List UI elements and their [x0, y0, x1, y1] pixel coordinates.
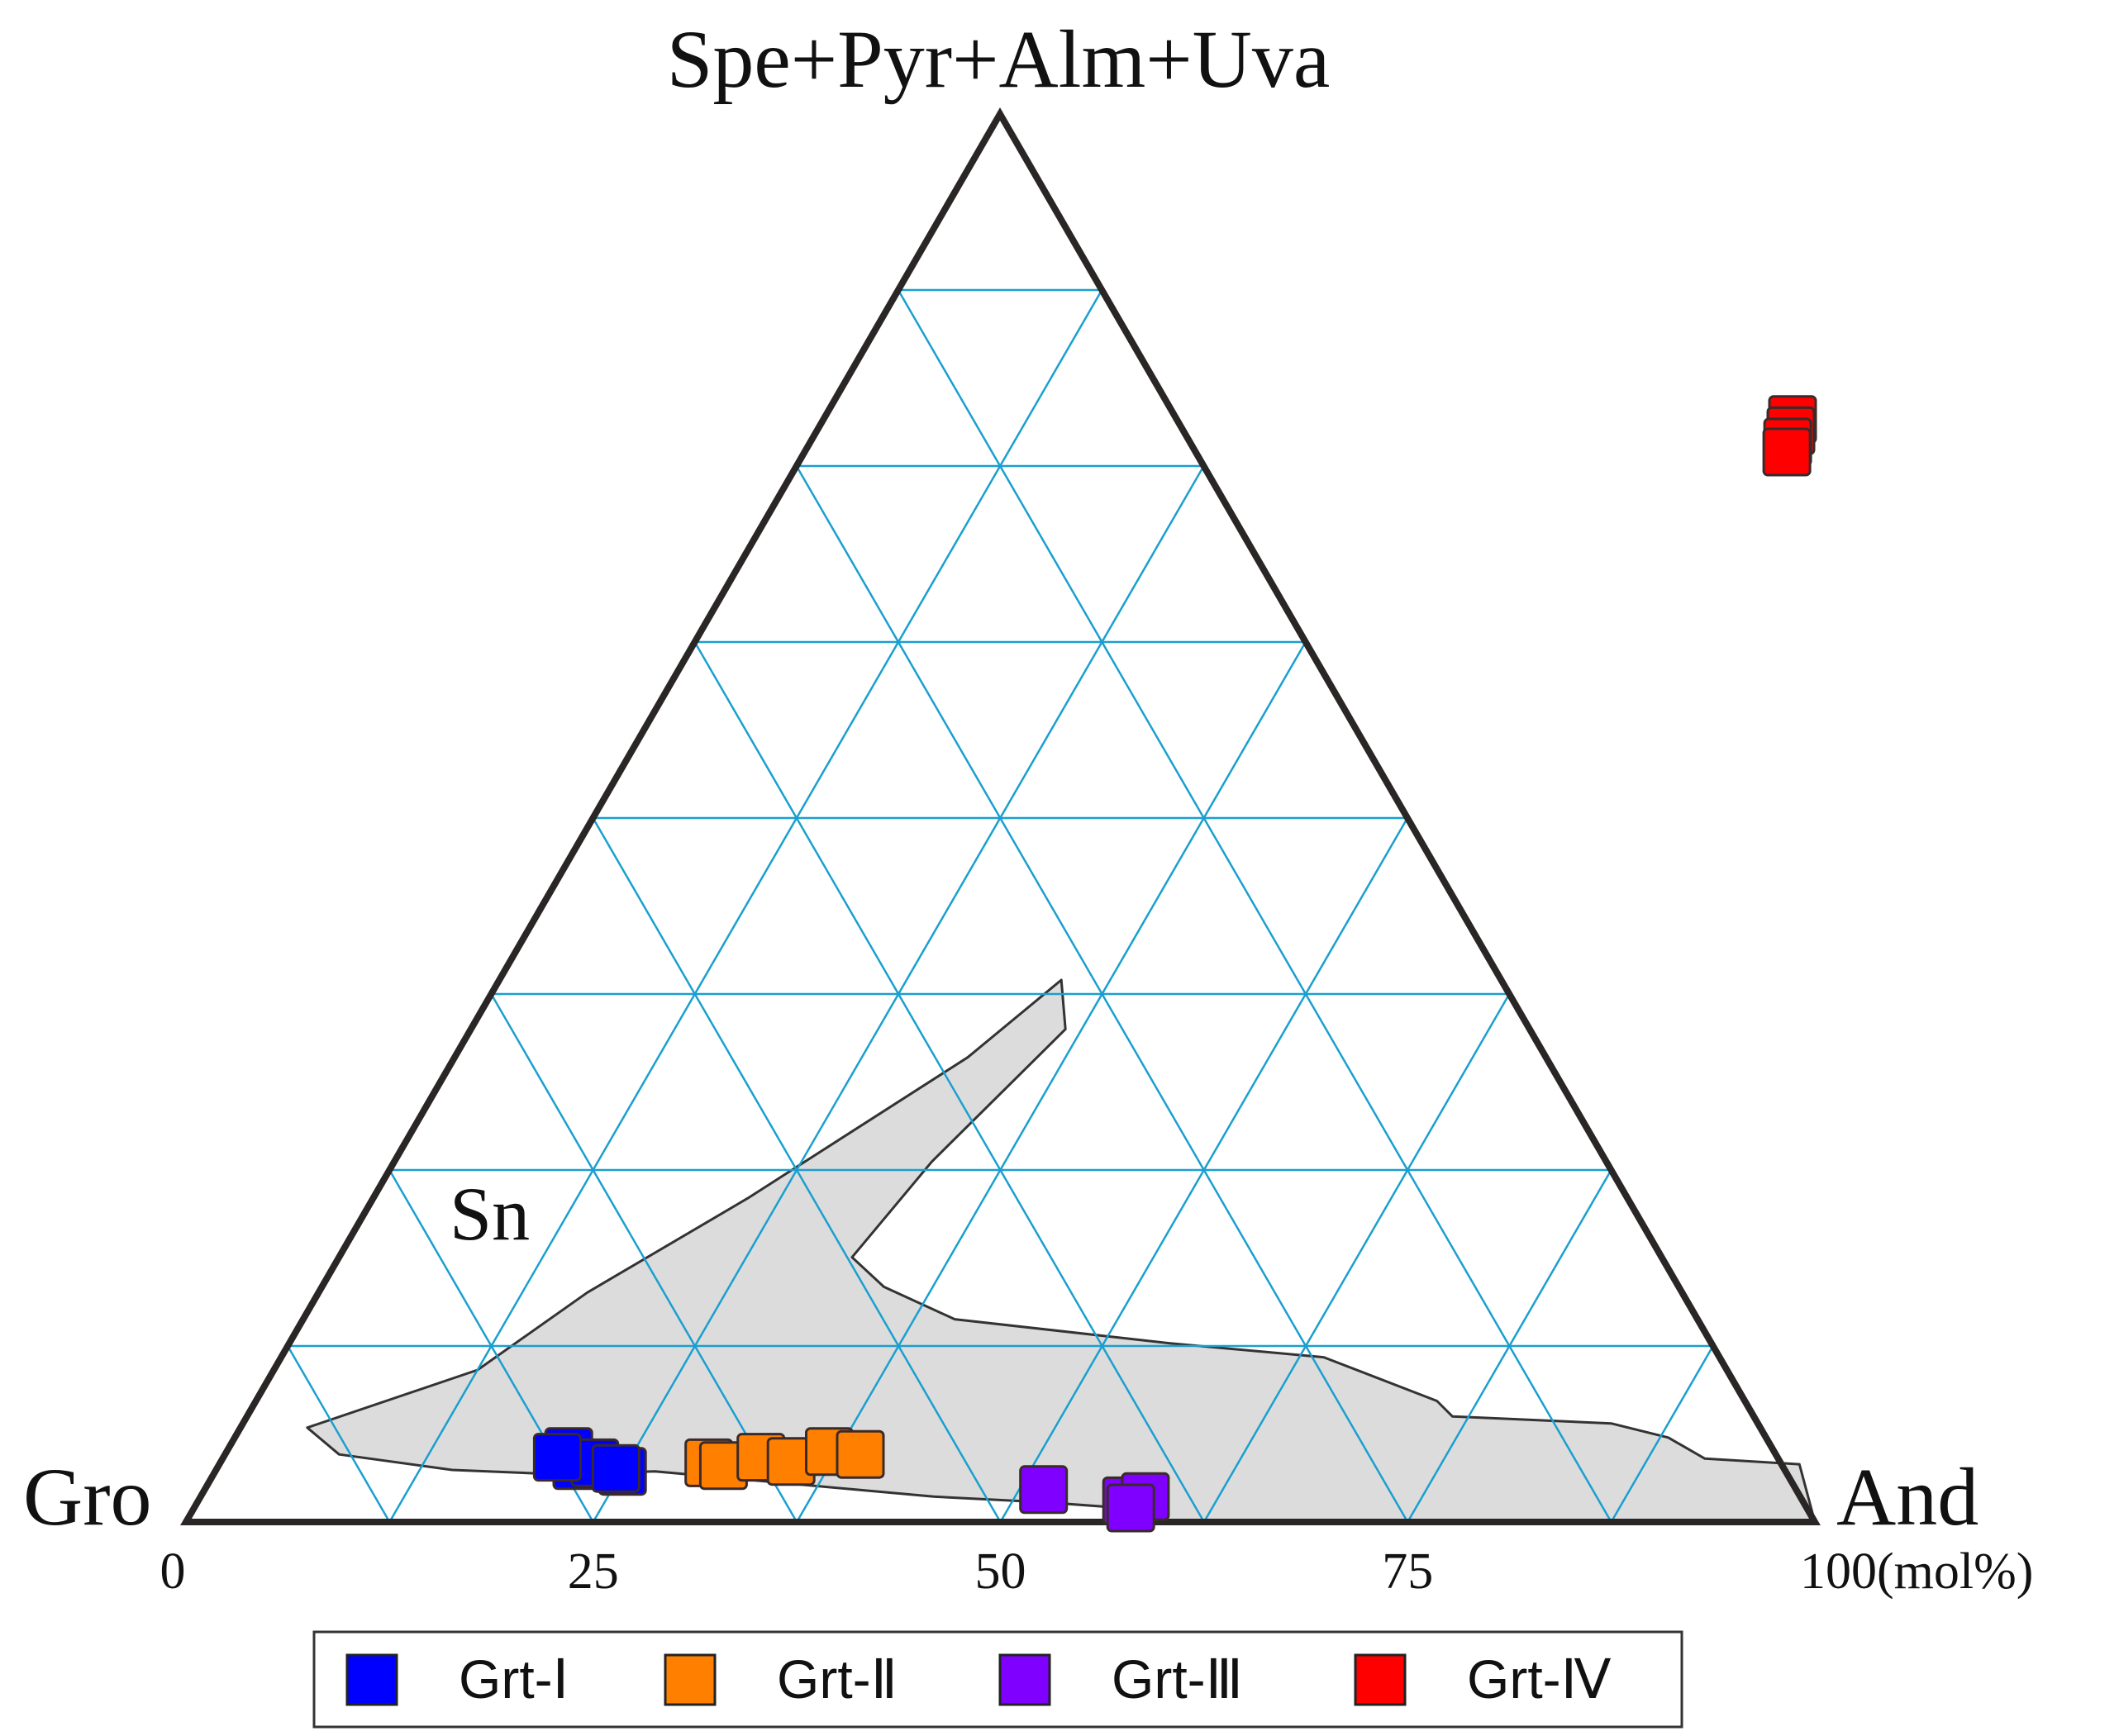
legend-swatch-2: [664, 1653, 717, 1706]
legend-swatch-4: [1354, 1653, 1407, 1706]
vertex-label-top: Spe+Pyr+Alm+Uva: [667, 13, 1331, 105]
legend-label-2: Grt-Ⅱ: [777, 1648, 898, 1710]
grid-line-and-50: [999, 817, 1409, 1523]
tick-label-100: 100(mol%): [1800, 1543, 2033, 1600]
tick-label-50: 50: [975, 1543, 1026, 1600]
grid-line-gro-50: [592, 817, 1002, 1523]
legend: Grt-Ⅰ Grt-Ⅱ Grt-Ⅲ Grt-Ⅳ: [312, 1630, 1683, 1729]
grid-line-and-62.5: [1202, 993, 1511, 1523]
marker-grt-i-4: [591, 1443, 640, 1493]
legend-label-3: Grt-Ⅲ: [1112, 1648, 1243, 1710]
marker-grt-i-5: [532, 1433, 582, 1482]
triangle-frame: [180, 107, 1821, 1525]
vertex-label-left: Gro: [23, 1451, 152, 1543]
grid-layer: [287, 288, 1714, 1523]
legend-label-4: Grt-Ⅳ: [1467, 1648, 1612, 1710]
legend-box: [312, 1630, 1683, 1729]
grid-line-and-37.5: [796, 641, 1307, 1523]
marker-grt-iv-3: [1762, 427, 1812, 477]
vertex-label-right: And: [1836, 1451, 1979, 1543]
tick-label-layer: 0 25 50 75 100(mol%): [160, 1543, 2034, 1600]
label-layer: Spe+Pyr+Alm+Uva Gro And Sn: [23, 13, 1979, 1543]
marker-grt-iii-0: [1019, 1465, 1069, 1515]
grid-line-gro-37.5: [693, 641, 1205, 1523]
grid-line-gro-12.5: [897, 289, 1612, 1523]
legend-label-1: Grt-Ⅰ: [459, 1648, 569, 1710]
tick-label-75: 75: [1382, 1543, 1433, 1600]
marker-grt-iii-3: [1106, 1483, 1155, 1533]
marker-grt-ii-5: [836, 1429, 885, 1479]
marker-layer: [532, 395, 1817, 1533]
triangle-frame-layer: [180, 107, 1821, 1525]
legend-swatch-3: [998, 1653, 1051, 1706]
sn-field-label: Sn: [450, 1172, 530, 1256]
tick-label-25: 25: [568, 1543, 619, 1600]
grid-line-and-87.5: [1610, 1345, 1714, 1523]
grid-line-and-12.5: [388, 289, 1103, 1523]
tick-label-0: 0: [160, 1543, 186, 1600]
grid-line-gro-87.5: [287, 1345, 391, 1523]
grid-line-and-75: [1407, 1169, 1612, 1523]
legend-swatch-1: [345, 1653, 398, 1706]
